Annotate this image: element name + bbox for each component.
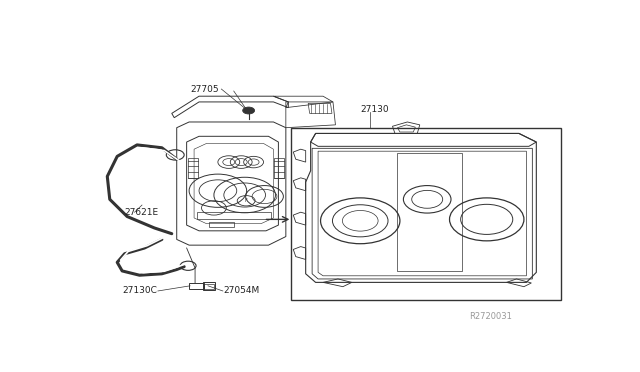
Bar bbox=[203, 282, 216, 290]
Text: 27054M: 27054M bbox=[224, 286, 260, 295]
Bar bbox=[189, 283, 204, 289]
Bar bbox=[204, 283, 214, 289]
Text: 27130C: 27130C bbox=[122, 286, 157, 295]
Bar bbox=[291, 128, 561, 299]
Text: 27705: 27705 bbox=[190, 84, 219, 93]
Text: F: F bbox=[244, 198, 248, 203]
Circle shape bbox=[243, 107, 255, 114]
Text: 27130: 27130 bbox=[360, 105, 389, 113]
Text: 27621E: 27621E bbox=[125, 208, 159, 217]
Text: R2720031: R2720031 bbox=[468, 312, 511, 321]
